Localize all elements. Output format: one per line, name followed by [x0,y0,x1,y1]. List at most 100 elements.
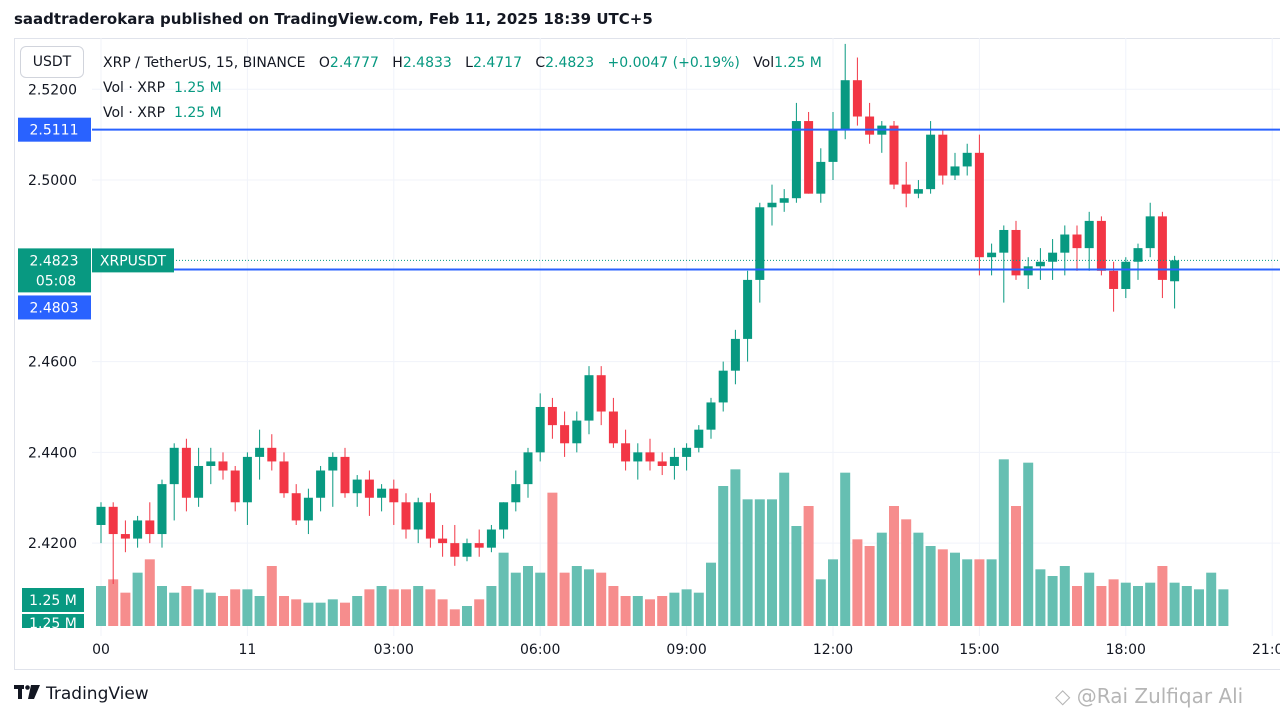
high-label: H [392,55,403,71]
volume-bar [242,589,253,626]
volume-tag-bg [22,588,84,612]
candle-body [1109,270,1119,289]
candle [157,479,167,548]
volume-bar [547,492,558,626]
candle-body [608,411,618,444]
grid-layer [92,38,1280,636]
close-value: 2.4823 [545,55,595,71]
candle-body [804,121,814,194]
candle [755,202,765,303]
change-value: +0.0047 (+0.19%) [607,55,740,71]
candle-body [1060,234,1070,253]
candle-body [450,543,460,557]
volume-bar [925,546,936,626]
candle [523,447,533,498]
candle-body [230,470,240,503]
volume-indicator-legend[interactable]: Vol · XRP 1.25 M [103,76,822,101]
watermark-icon: ◇ [1055,684,1071,708]
last-price-tag-bg [18,248,91,293]
volume-bar [315,602,326,626]
candle-body [828,130,838,162]
volume-bar [1035,569,1046,626]
candle-body [291,493,301,521]
candle [694,425,704,453]
candle [865,102,875,144]
volume-bar [340,602,350,626]
candle-body [242,456,252,503]
volume-bar [96,586,106,626]
volume-bar [1194,589,1204,626]
volume-tag: 1.25 M [29,593,77,609]
countdown-tag: 05:08 [36,273,76,289]
volume-bar [645,599,655,626]
candle [621,429,631,471]
candle-body [730,338,740,371]
volume-bar [840,472,851,626]
volume-bar [901,519,912,626]
candle-body [267,447,277,462]
candle [767,184,777,226]
close-label: C [535,55,546,71]
candle-body [474,543,484,548]
x-tick-label: 15:00 [959,642,999,658]
volume-bar [632,596,643,626]
candle [999,225,1009,303]
candle [377,484,387,512]
currency-button[interactable]: USDT [20,46,84,78]
candle-body [279,461,289,494]
candle-body [572,420,582,444]
candle [108,502,118,584]
volume-bar [108,579,119,626]
candle-body [425,502,435,539]
candle-body [1048,252,1058,262]
candle [889,121,899,190]
time-axis: 00 11 03:00 06:00 09:00 12:00 15:00 18:00 21:00 [92,642,1280,658]
volume-bar [266,566,277,626]
volume-bar [1145,582,1156,626]
volume-bar [1023,462,1034,626]
volume-bar [1181,586,1192,626]
candle [633,443,643,480]
candle [352,475,362,507]
volume-bar [291,599,302,626]
candle [791,102,801,203]
candle-body [596,375,606,412]
candle [462,538,472,562]
tradingview-brand[interactable]: TradingView [14,684,149,704]
candle-body [657,461,667,466]
symbol-name[interactable]: XRP / TetherUS, 15, BINANCE [103,55,306,71]
volume-bar [986,559,997,626]
candle [682,443,692,471]
candle [389,479,399,525]
volume-bar [864,546,875,626]
volume-indicator-legend[interactable]: Vol · XRP 1.25 M [103,101,822,126]
volume-bar [157,586,167,626]
candle-body [1157,216,1167,280]
chart-frame [14,38,1280,670]
candle [267,434,277,471]
price-axis: 2.5200 2.5000 2.4600 2.4400 2.4200 [28,82,77,552]
candle [877,121,887,153]
author-watermark: ◇ @Rai Zulfiqar Ali [1055,684,1243,708]
candle-body [303,497,313,521]
candle-body [926,134,936,190]
volume-bar [498,552,509,626]
candle-body [1121,261,1131,289]
volume-bar [218,596,228,626]
candle-body [950,166,960,176]
candle-body [1084,220,1094,249]
tradingview-logo-icon [14,684,40,704]
candle [194,447,204,507]
candle-body [633,452,643,462]
ohlc-row: XRP / TetherUS, 15, BINANCE O2.4777 H2.4… [103,51,822,76]
x-tick-label: 11 [238,642,256,658]
volume-bar [974,559,985,626]
candle [535,393,545,462]
candle-body [718,370,728,403]
volume-bar [852,539,863,626]
watermark-text: @Rai Zulfiqar Ali [1076,684,1244,708]
candle-body [1133,248,1143,262]
volume-bar [230,589,241,626]
volume-bar [779,472,790,626]
